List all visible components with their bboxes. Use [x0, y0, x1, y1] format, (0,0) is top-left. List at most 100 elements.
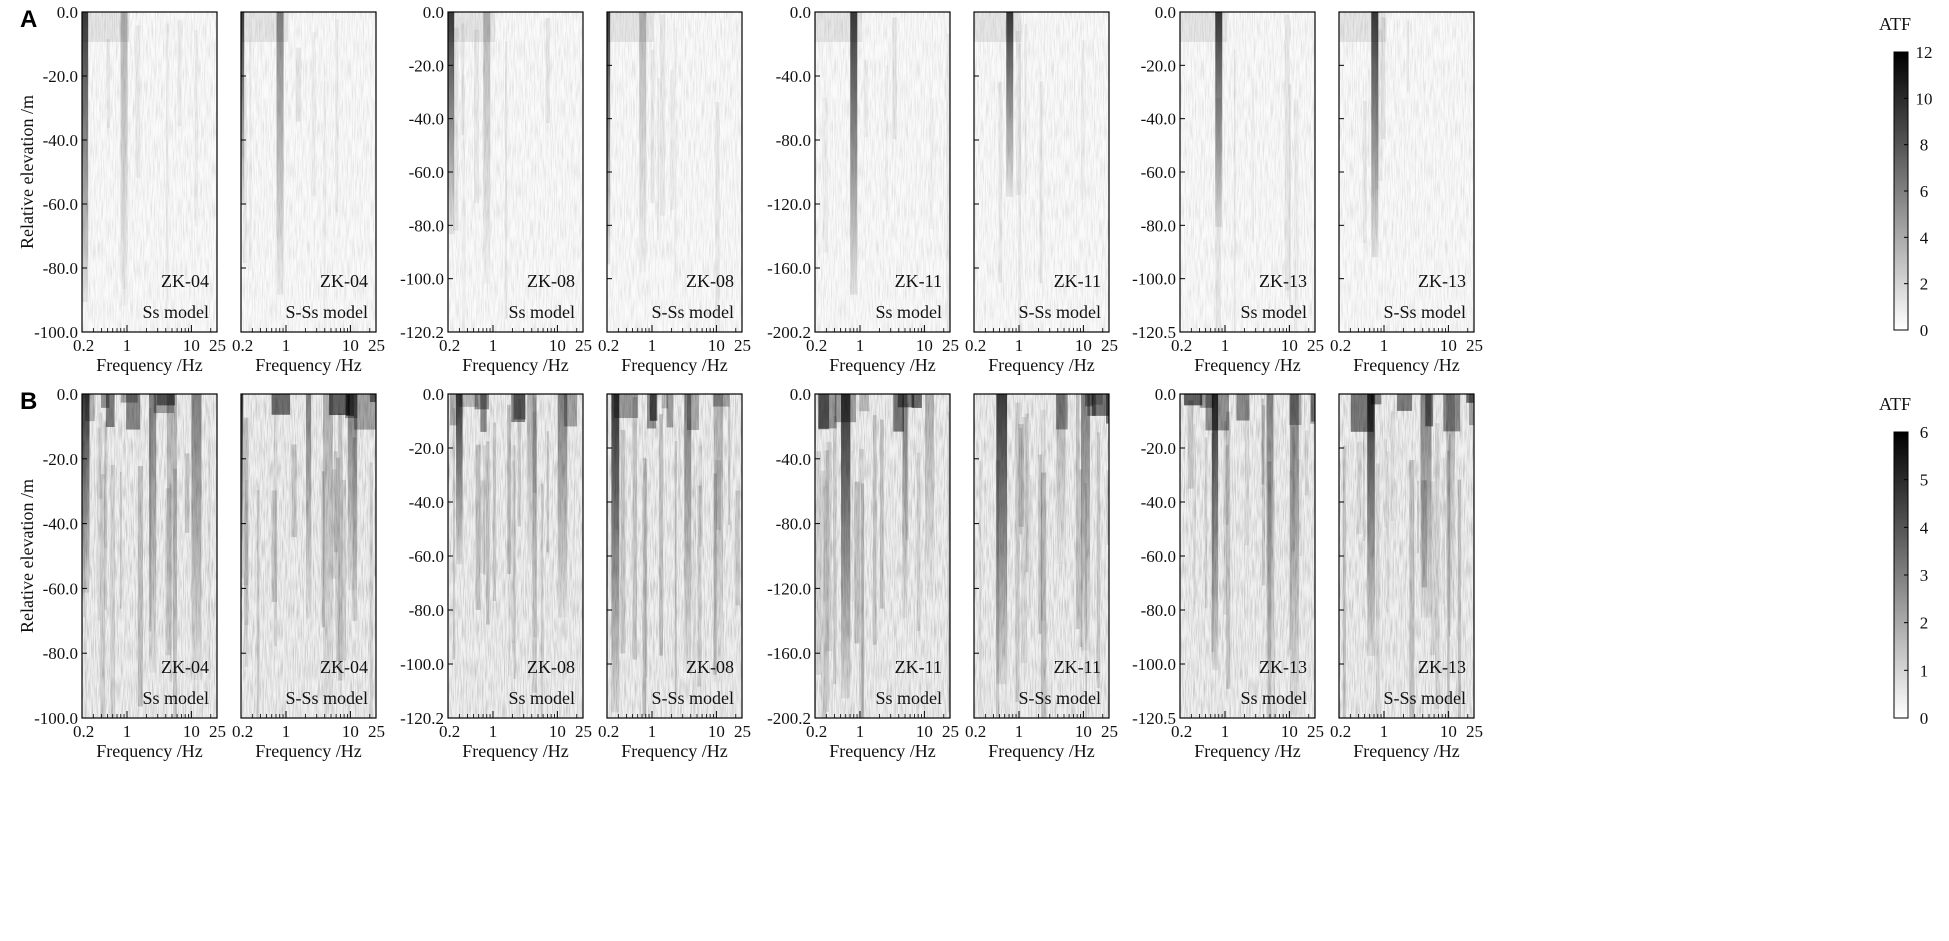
heatmap-texture: [82, 12, 217, 332]
heatmap-texture: [448, 394, 583, 718]
borehole-label: ZK-13: [1418, 657, 1466, 677]
heatmap-texture: [607, 394, 742, 718]
model-label: S-Ss model: [651, 688, 734, 708]
colorbar-tick-label: 2: [1920, 614, 1929, 633]
y-tick-label: -40.0: [409, 110, 444, 129]
model-label: Ss model: [142, 688, 209, 708]
y-tick-label: -20.0: [1141, 439, 1176, 458]
x-tick-label: 1: [1380, 336, 1389, 355]
x-tick-label: 1: [1221, 336, 1230, 355]
colorbar-tick-label: 2: [1920, 275, 1929, 294]
heatmap-panel-b-7: 0.0 -20.0 -40.0 -60.0 -80.0 -100.0 -120.50.2 1 1…: [1132, 385, 1324, 761]
x-tick-label: 10: [183, 336, 200, 355]
row-letter-a: A: [20, 6, 37, 33]
heatmap-field: [448, 12, 583, 332]
x-tick-label: 10: [549, 336, 566, 355]
colorbar-b: ATF 0 1 2 3 4 5 6: [1879, 394, 1929, 728]
y-tick-label: -80.0: [409, 216, 444, 235]
x-tick-label: 10: [183, 722, 200, 741]
y-tick-label: -40.0: [1141, 110, 1176, 129]
x-tick-label: 1: [1015, 336, 1024, 355]
borehole-label: ZK-11: [895, 271, 942, 291]
y-tick-label: -100.0: [400, 655, 444, 674]
y-tick-label: -40.0: [409, 493, 444, 512]
y-tick-label: -80.0: [776, 515, 811, 534]
x-tick-label: 10: [1440, 336, 1457, 355]
x-tick-label: 0.2: [232, 336, 253, 355]
x-tick-label: 0.2: [1171, 722, 1192, 741]
model-label: Ss model: [1240, 688, 1307, 708]
colorbar-tick-label: 8: [1920, 136, 1929, 155]
panel-frame: [973, 11, 1110, 333]
y-tick-label: -200.2: [767, 709, 811, 728]
x-axis-title: Frequency /Hz: [255, 741, 361, 761]
x-axis-title: Frequency /Hz: [255, 355, 361, 375]
y-tick-label: -160.0: [767, 259, 811, 278]
x-axis-title: Frequency /Hz: [96, 741, 202, 761]
y-tick-label: 0.0: [423, 385, 444, 404]
x-tick-label: 0.2: [439, 336, 460, 355]
y-tick-label: -60.0: [1141, 547, 1176, 566]
panel-frame: [814, 393, 951, 719]
x-tick-label: 0.2: [965, 336, 986, 355]
y-tick-label: -120.2: [400, 709, 444, 728]
x-tick-label: 25: [575, 722, 592, 741]
colorbar-a: ATF 0 2 4 6 8 10 12: [1879, 14, 1933, 340]
x-tick-label: 25: [209, 722, 226, 741]
y-tick-label: -100.0: [1132, 270, 1176, 289]
heatmap-field: [448, 394, 583, 718]
x-tick-label: 1: [282, 722, 291, 741]
x-tick-label: 10: [549, 722, 566, 741]
y-tick-label: 0.0: [57, 3, 78, 22]
heatmap-texture: [974, 394, 1109, 718]
heatmap-field: [974, 394, 1109, 718]
x-tick-label: 1: [123, 722, 132, 741]
heatmap-surface-band: [375, 394, 376, 425]
x-tick-label: 0.2: [598, 336, 619, 355]
colorbar-tick-label: 4: [1920, 518, 1929, 537]
heatmap-panel-b-2: 0.2 1 10 25 Frequency /Hz ZK-04 S-Ss model: [232, 393, 385, 761]
x-axis-title: Frequency /Hz: [1194, 741, 1300, 761]
y-tick-label: 0.0: [790, 385, 811, 404]
x-axis-title: Frequency /Hz: [988, 355, 1094, 375]
heatmap-texture: [1339, 394, 1474, 718]
x-tick-label: 25: [368, 336, 385, 355]
y-tick-label: -60.0: [43, 195, 78, 214]
colorbar-tick-label: 10: [1916, 89, 1933, 108]
heatmap-panel-b-6: 0.2 1 10 25 Frequency /Hz ZK-11 S-Ss model: [965, 393, 1118, 761]
heatmap-panel-a-1: 0.0 -20.0 -40.0 -60.0 -80.0 -100.00.2 1 10 25 Fre…: [34, 3, 226, 375]
heatmap-panel-a-5: 0.0 -40.0 -80.0 -120.0 -160.0 -200.20.2 1 10 25 F…: [767, 3, 959, 375]
heatmap-field: [1180, 394, 1315, 718]
x-axis-title: Frequency /Hz: [621, 741, 727, 761]
x-tick-label: 25: [734, 336, 751, 355]
y-tick-label: -20.0: [43, 67, 78, 86]
heatmap-field: [607, 12, 742, 332]
borehole-label: ZK-08: [686, 271, 734, 291]
figure-rows: 0.0-20.0-40.0-60.0-80.0-100.00.2 1 10 25Fre…: [17, 3, 1933, 761]
borehole-label: ZK-13: [1418, 271, 1466, 291]
x-tick-label: 10: [1075, 336, 1092, 355]
heatmap-field: [1180, 12, 1315, 332]
x-tick-label: 1: [489, 722, 498, 741]
y-tick-label: -20.0: [43, 450, 78, 469]
y-tick-label: 0.0: [1155, 385, 1176, 404]
heatmap-texture: [815, 12, 950, 332]
y-tick-label: -120.2: [400, 323, 444, 342]
y-tick-label: -20.0: [1141, 56, 1176, 75]
y-tick-label: -40.0: [776, 450, 811, 469]
y-tick-label: -120.5: [1132, 323, 1176, 342]
heatmap-texture: [241, 12, 376, 332]
x-tick-label: 0.2: [806, 336, 827, 355]
heatmap-texture: [1180, 12, 1315, 332]
borehole-label: ZK-04: [320, 657, 368, 677]
y-tick-label: -160.0: [767, 644, 811, 663]
x-tick-label: 10: [342, 722, 359, 741]
y-tick-label: 0.0: [57, 385, 78, 404]
panel-frame: [240, 393, 377, 719]
x-tick-label: 0.2: [598, 722, 619, 741]
x-tick-label: 25: [734, 722, 751, 741]
x-tick-label: 25: [1466, 722, 1483, 741]
x-tick-label: 25: [942, 722, 959, 741]
x-tick-label: 0.2: [1330, 336, 1351, 355]
model-label: Ss model: [508, 302, 575, 322]
